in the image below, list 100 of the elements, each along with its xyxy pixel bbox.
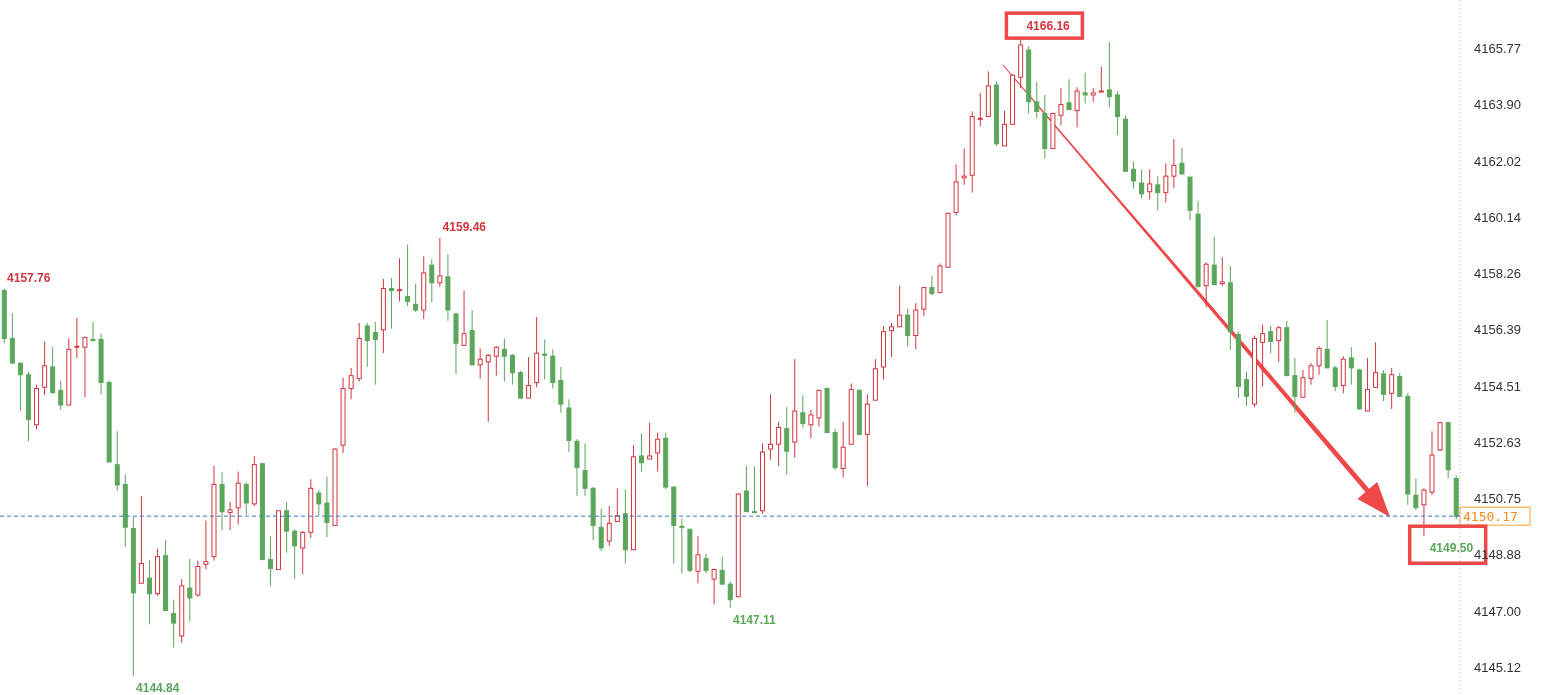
candlestick bbox=[1364, 357, 1370, 412]
candlestick bbox=[889, 322, 895, 358]
annotation: 4157.76 bbox=[7, 270, 51, 285]
candlestick bbox=[1082, 72, 1088, 105]
candlestick bbox=[921, 286, 927, 317]
candlestick bbox=[493, 345, 499, 377]
candlestick bbox=[711, 568, 717, 606]
candlestick bbox=[1155, 175, 1161, 211]
candlestick bbox=[1332, 365, 1338, 392]
candlestick bbox=[1381, 369, 1387, 402]
candlestick bbox=[582, 442, 588, 497]
y-tick-label: 4156.39 bbox=[1474, 322, 1521, 338]
candlestick bbox=[977, 92, 983, 127]
candlestick bbox=[751, 466, 757, 514]
candlestick bbox=[1106, 41, 1112, 109]
candlestick bbox=[372, 321, 378, 386]
candlestick bbox=[42, 341, 48, 396]
y-tick-label: 4150.75 bbox=[1474, 491, 1521, 507]
candlestick bbox=[558, 366, 564, 414]
candlestick bbox=[1131, 160, 1137, 190]
candlestick bbox=[485, 353, 491, 423]
y-tick-label: 4165.77 bbox=[1474, 41, 1521, 57]
candlestick bbox=[1308, 362, 1314, 386]
candlestick bbox=[203, 520, 209, 570]
candlestick bbox=[1348, 346, 1354, 386]
candlestick bbox=[1203, 261, 1209, 308]
candlestick bbox=[437, 237, 443, 288]
candlestick bbox=[1397, 372, 1403, 397]
candlestick bbox=[243, 481, 249, 516]
y-tick-label: 4158.26 bbox=[1474, 266, 1521, 282]
candlestick bbox=[284, 501, 290, 554]
candlestick bbox=[1098, 66, 1104, 93]
candlestick bbox=[267, 535, 273, 587]
annotation: 4149.50 bbox=[1429, 541, 1474, 556]
candlestick bbox=[695, 535, 701, 584]
candlestick bbox=[1034, 81, 1040, 119]
candlestick bbox=[1316, 345, 1322, 376]
candlestick bbox=[171, 599, 177, 649]
candlestick bbox=[1300, 369, 1306, 398]
y-tick-label: 4152.63 bbox=[1474, 435, 1521, 451]
candlestick bbox=[542, 338, 548, 381]
candlestick bbox=[388, 277, 394, 330]
candlestick bbox=[743, 465, 749, 513]
annotation: 4144.84 bbox=[136, 680, 180, 695]
candlestick bbox=[808, 409, 814, 439]
candlestick bbox=[316, 489, 322, 517]
candlestick bbox=[1421, 487, 1427, 537]
candlestick bbox=[17, 362, 23, 412]
annotation: 4147.11 bbox=[733, 612, 777, 627]
candlestick bbox=[1219, 256, 1225, 287]
candlestick bbox=[905, 307, 911, 347]
candlestick bbox=[1389, 367, 1395, 410]
candlestick bbox=[461, 290, 467, 346]
candlestick bbox=[1058, 87, 1064, 126]
candlestick bbox=[776, 421, 782, 467]
candlestick bbox=[1211, 236, 1217, 286]
candlestick bbox=[348, 367, 354, 400]
candlestick bbox=[1373, 341, 1379, 388]
candlestick bbox=[397, 257, 403, 302]
candlestick bbox=[768, 393, 774, 461]
candlestick bbox=[501, 338, 507, 383]
candlestick bbox=[477, 347, 483, 380]
candlestick bbox=[719, 556, 725, 585]
candlestick bbox=[146, 559, 152, 625]
candlestick bbox=[614, 487, 620, 523]
candlestick bbox=[606, 505, 612, 547]
candlestick bbox=[405, 244, 411, 307]
candlestick bbox=[679, 518, 685, 574]
candlestick bbox=[897, 285, 903, 328]
candlestick bbox=[1147, 168, 1153, 201]
candlestick bbox=[526, 356, 532, 399]
candlestick bbox=[227, 501, 233, 531]
y-tick-label: 4145.12 bbox=[1474, 660, 1521, 676]
y-tick-label: 4160.14 bbox=[1474, 210, 1521, 226]
candlestick bbox=[187, 558, 193, 622]
annotation: 4166.16 bbox=[1026, 19, 1071, 34]
ref-line-label: 4150.17 bbox=[1463, 509, 1518, 525]
candlestick bbox=[1114, 90, 1120, 136]
candlestick bbox=[598, 508, 604, 552]
candlestick bbox=[1413, 477, 1419, 511]
candlestick bbox=[300, 530, 306, 575]
candlestick bbox=[1179, 147, 1185, 175]
y-tick-label: 4162.02 bbox=[1474, 153, 1521, 169]
candlestick bbox=[1074, 86, 1080, 128]
candlestick bbox=[74, 317, 80, 359]
candlestick bbox=[1268, 325, 1274, 354]
y-tick-label: 4147.00 bbox=[1474, 603, 1521, 619]
candlestick bbox=[1139, 168, 1145, 200]
candlestick bbox=[429, 258, 435, 303]
candlestick bbox=[1163, 162, 1169, 204]
candlestick bbox=[324, 476, 330, 538]
candlestick bbox=[1066, 78, 1072, 111]
candlestick bbox=[703, 553, 709, 574]
candlestick bbox=[58, 379, 64, 411]
candlestick bbox=[929, 275, 935, 296]
candlestick bbox=[364, 322, 370, 368]
candlestick bbox=[840, 421, 846, 479]
candlestick bbox=[114, 430, 120, 492]
annotation: 4159.46 bbox=[442, 219, 487, 234]
y-tick-label: 4163.90 bbox=[1474, 97, 1521, 113]
